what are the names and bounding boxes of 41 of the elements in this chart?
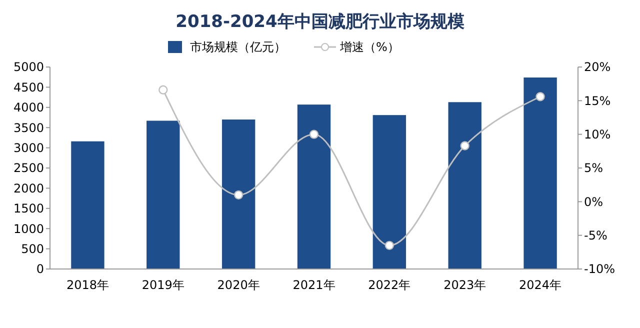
bar xyxy=(372,115,406,269)
y2-tick-label: 10% xyxy=(584,128,611,142)
bar xyxy=(222,120,256,269)
point xyxy=(384,240,394,250)
y-tick-label: 0 xyxy=(36,262,44,276)
y2-tick-label: 5% xyxy=(584,161,604,176)
legend-label: 增速（%） xyxy=(339,40,400,54)
y2-tick-label: -5% xyxy=(584,228,608,243)
bar xyxy=(71,141,104,269)
x-tick-label: 2018年 xyxy=(66,278,109,292)
y-tick-label: 4500 xyxy=(13,80,44,94)
x-tick-label: 2024年 xyxy=(519,278,562,292)
y-tick-label: 500 xyxy=(21,242,44,256)
y-tick-label: 2500 xyxy=(13,161,44,176)
point xyxy=(158,85,168,94)
bar xyxy=(448,102,482,269)
point xyxy=(460,141,470,150)
x-tick-label: 2020年 xyxy=(217,278,260,292)
point xyxy=(234,190,244,200)
y-tick-label: 5000 xyxy=(13,60,44,74)
y-tick-label: 3000 xyxy=(13,141,44,155)
x-tick-label: 2023年 xyxy=(444,278,486,292)
point xyxy=(536,92,545,102)
y2-tick-label: 20% xyxy=(584,60,611,74)
x-tick-label: 2019年 xyxy=(142,278,184,292)
y2-tick-label: 0% xyxy=(584,194,604,209)
legend-label: 市场规模（亿元） xyxy=(190,40,286,54)
x-tick-label: 2021年 xyxy=(292,278,336,292)
y-tick-label: 1500 xyxy=(13,202,44,216)
point xyxy=(309,130,319,139)
x-tick-label: 2022年 xyxy=(368,278,411,292)
y-tick-label: 2000 xyxy=(13,181,44,196)
y-tick-label: 3500 xyxy=(13,120,44,135)
bar xyxy=(524,78,557,269)
chart-title: 2018-2024年中国减肥行业市场规模 xyxy=(176,12,464,32)
y2-tick-label: 15% xyxy=(584,94,611,108)
bar xyxy=(146,120,180,269)
y-tick-label: 1000 xyxy=(13,222,44,236)
y-tick-label: 4000 xyxy=(13,100,44,115)
bar xyxy=(297,104,331,269)
y2-tick-label: -10% xyxy=(584,262,616,276)
